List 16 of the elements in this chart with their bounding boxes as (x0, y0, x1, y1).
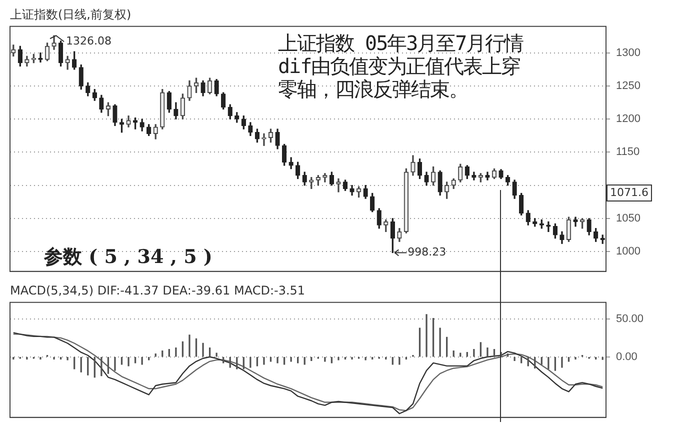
annotation: 参数 ( 5 , 34 , 5 ) (44, 245, 212, 270)
annotation: 1326.08 (66, 34, 112, 48)
y-tick-label: 50.00 (616, 313, 644, 326)
text: 1071.6 (610, 186, 648, 199)
chart-title: MACD(5,34,5) DIF:-41.37 DEA:-39.61 MACD:-3.51 (10, 283, 306, 298)
candlestick (336, 178, 341, 192)
y-tick-label: 1300 (616, 46, 640, 59)
chart-title: 上证指数(日线,前复权) (10, 7, 132, 22)
annotation: 998.23 (408, 246, 446, 259)
y-tick-label: 1250 (616, 80, 640, 92)
y-tick-label: 1050 (616, 212, 640, 224)
annotation: 上证指数 05年3月至7月行情dif由负值变为正值代表上穿零轴，四浪反弹结束。 (278, 31, 524, 101)
y-tick-label: 0.00 (616, 350, 638, 363)
y-tick-label: 1200 (616, 113, 640, 126)
y-tick-label: 1150 (616, 146, 640, 158)
y-tick-label: 1000 (616, 246, 640, 258)
